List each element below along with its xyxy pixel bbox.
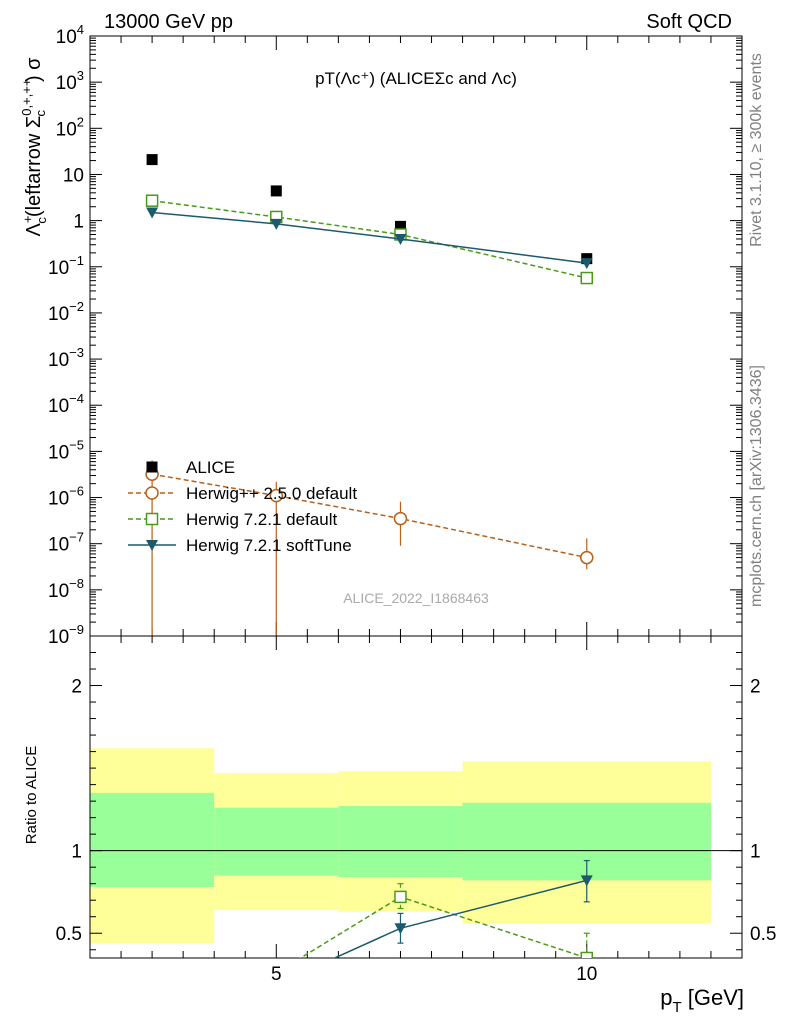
watermark: ALICE_2022_I1868463 (343, 590, 489, 606)
ratio-y-axis-label: Ratio to ALICE (23, 746, 40, 844)
data-point (270, 185, 282, 197)
legend-marker (145, 512, 159, 526)
data-point (269, 488, 284, 503)
ratio-series-group (299, 859, 594, 958)
y-tick-label: 10 (63, 165, 84, 186)
y-tick-label: 10−2 (48, 299, 84, 325)
main-panel: 10−9 10−8 10−7 10−6 10−5 10−4 10−3 10−2 10−1 1 10 1… (48, 22, 743, 648)
series-line (151, 473, 587, 559)
y-tick-label: 102 (56, 114, 84, 140)
ratio-series-herwig-7-2-1-softtune (332, 859, 593, 958)
rivet-label: Rivet 3.1.10, ≥ 300k events (748, 53, 765, 247)
ratio-data-point (394, 890, 407, 904)
ratio-data-point (580, 951, 594, 958)
y-tick-label: 10−1 (48, 253, 84, 279)
x-tick-label: 5 (271, 964, 282, 985)
data-point (394, 220, 406, 232)
y-tick-label: 10−3 (48, 345, 84, 371)
legend-marker (145, 486, 159, 500)
legend-label: ALICE (186, 458, 235, 477)
mcplots-label: mcplots.cern.ch [arXiv:1306.3436] (748, 365, 765, 607)
y-tick-label: 10−7 (48, 530, 84, 556)
legend: ALICE Herwig++ 2.5.0 default Herwig 7.2.1 … (128, 458, 357, 555)
ratio-y-tick-label: 1 (71, 842, 82, 863)
ratio-y-tick-label-right: 0.5 (750, 924, 776, 945)
data-point (146, 154, 158, 166)
ratio-y-tick-label: 0.5 (56, 924, 82, 945)
legend-marker (146, 540, 158, 551)
ratio-y-tick-label-right: 1 (750, 842, 761, 863)
ratio-band-inner (338, 806, 463, 878)
data-point (393, 511, 408, 526)
legend-label: Herwig++ 2.5.0 default (186, 484, 357, 503)
data-point (580, 271, 594, 285)
ratio-panel: 5 10 0.5 0.5 1 1 2 2 (56, 635, 776, 985)
series-alice (146, 154, 593, 265)
y-tick-label: 10−8 (48, 576, 84, 602)
data-point (146, 207, 159, 219)
ratio-y-tick-label: 2 (71, 677, 82, 698)
ratio-y-tick-label-right: 2 (750, 677, 761, 698)
ratio-band-inner (90, 792, 215, 887)
y-tick-label: 10−6 (48, 484, 84, 510)
x-tick-label: 10 (576, 964, 597, 985)
ratio-data-point (394, 923, 407, 935)
data-point (580, 550, 594, 565)
y-tick-label: 10−5 (48, 437, 84, 463)
y-tick-label: 104 (56, 22, 84, 48)
y-tick-label: 10−4 (48, 391, 84, 417)
data-point (580, 258, 593, 270)
data-point (145, 194, 159, 207)
legend-marker (146, 461, 158, 473)
x-axis-label: pT [GeV] (660, 985, 744, 1016)
ratio-data-point (580, 875, 593, 887)
ratio-frame (89, 635, 743, 959)
header-left: 13000 GeV pp (104, 11, 233, 33)
y-tick-label: 103 (56, 68, 84, 94)
legend-label: Herwig 7.2.1 default (186, 510, 337, 529)
legend-label: Herwig 7.2.1 softTune (186, 536, 352, 555)
series-herwig-7-2-1-softtune (146, 207, 593, 270)
y-tick-label: 1 (73, 212, 84, 233)
series-line (152, 211, 587, 264)
data-point (270, 218, 283, 230)
header-right: Soft QCD (646, 11, 732, 33)
series-line (151, 199, 587, 279)
main-y-axis-label: Λ+c(leftarrow Σ0,+,++c) σ (19, 57, 49, 237)
main-title: pT(Λc⁺) (ALICEΣc and Λc) (315, 69, 517, 88)
series-herwig-7-2-1-default (145, 194, 594, 285)
ratio-band-inner (214, 807, 339, 876)
ratio-series-herwig-7-2-1-default (299, 883, 594, 958)
y-tick-label: 10−9 (48, 622, 84, 648)
data-point (394, 233, 407, 245)
